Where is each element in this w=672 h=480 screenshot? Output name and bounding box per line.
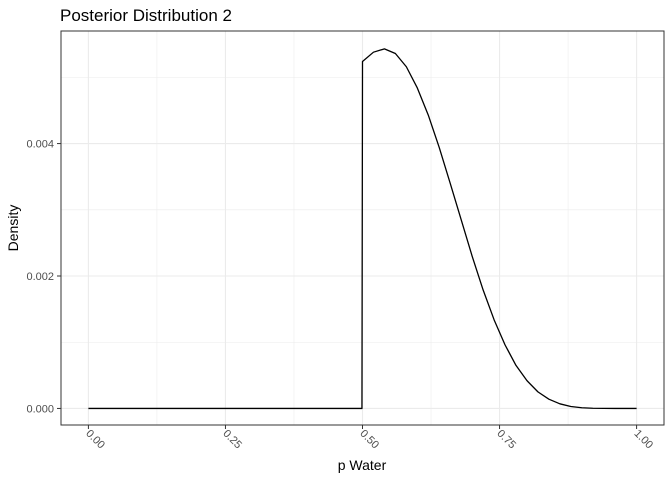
x-tick-label: 0.75 xyxy=(494,428,518,452)
chart-title: Posterior Distribution 2 xyxy=(60,6,232,25)
x-tick-label: 0.50 xyxy=(357,428,381,452)
x-tick-label: 0.25 xyxy=(220,428,244,452)
y-axis-title: Density xyxy=(5,205,21,252)
density-line xyxy=(88,48,637,410)
y-tick-label: 0.000 xyxy=(26,403,54,415)
y-axis: 0.000 0.002 0.004 xyxy=(26,139,61,415)
y-tick-label: 0.002 xyxy=(26,271,54,283)
x-axis-title: p Water xyxy=(338,457,387,473)
x-axis: 0.00 0.25 0.50 0.75 1.00 xyxy=(83,425,655,451)
series-layer xyxy=(88,48,637,410)
y-tick-label: 0.004 xyxy=(26,139,54,151)
x-tick-label: 1.00 xyxy=(631,428,655,452)
x-tick-label: 0.00 xyxy=(83,428,107,452)
